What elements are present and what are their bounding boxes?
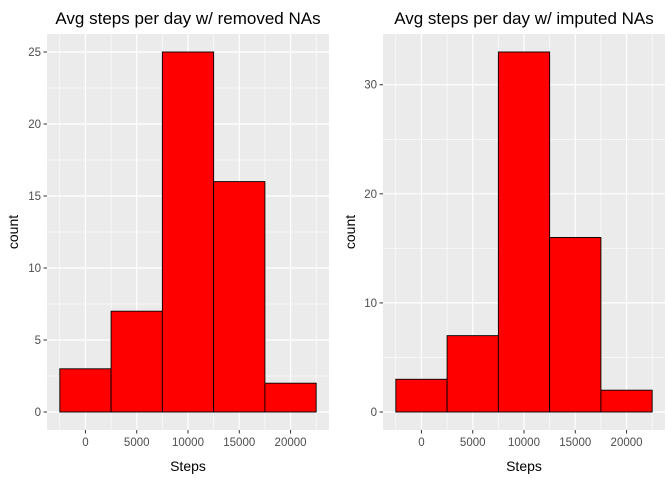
histogram-removed-nas: 0 5000 10000 15000 20000 0 5 10 15 20 25 Avg steps … (5, 9, 329, 474)
axes: 0 5000 10000 15000 20000 0 10 20 30 (364, 80, 642, 449)
chart-title: Avg steps per day w/ imputed NAs (394, 9, 654, 28)
bars (59, 51, 317, 413)
histogram-bar (395, 378, 448, 413)
y-tick-label: 10 (28, 263, 41, 275)
y-tick-label: 25 (28, 47, 41, 59)
x-tick-label: 20000 (275, 437, 307, 449)
y-axis-title: count (5, 215, 21, 249)
x-tick-label: 10000 (508, 437, 540, 449)
x-tick-label: 15000 (559, 437, 591, 449)
x-tick-label: 5000 (124, 437, 150, 449)
x-tick-label: 5000 (460, 437, 486, 449)
histogram-bar (213, 181, 266, 413)
histogram-bar (110, 310, 163, 413)
axes: 0 5000 10000 15000 20000 0 5 10 15 20 25 (28, 47, 306, 449)
y-axis-title: count (342, 215, 358, 249)
x-tick-label: 10000 (172, 437, 204, 449)
histogram-bar (600, 389, 653, 413)
y-tick-label: 30 (364, 80, 377, 92)
histogram-bar (497, 51, 551, 413)
y-tick-label: 5 (35, 335, 41, 347)
histogram-bar (264, 382, 317, 413)
y-tick-label: 20 (364, 189, 377, 201)
y-tick-label: 10 (364, 298, 377, 310)
y-tick-label: 15 (28, 191, 41, 203)
x-tick-label: 20000 (611, 437, 643, 449)
chart-title: Avg steps per day w/ removed NAs (55, 9, 320, 28)
x-tick-label: 15000 (223, 437, 255, 449)
bars (395, 51, 653, 413)
x-axis-title: Steps (506, 458, 542, 474)
histogram-imputed-nas: 0 5000 10000 15000 20000 0 10 20 30 Avg steps per… (342, 9, 665, 474)
y-tick-label: 20 (28, 119, 41, 131)
y-tick-label: 0 (35, 407, 41, 419)
x-tick-label: 0 (82, 437, 88, 449)
x-axis-title: Steps (170, 458, 206, 474)
histogram-bar (549, 237, 602, 413)
histogram-bar (446, 335, 499, 413)
x-tick-label: 0 (418, 437, 424, 449)
histogram-bar (161, 51, 215, 413)
histogram-bar (59, 368, 112, 413)
y-tick-label: 0 (371, 407, 377, 419)
